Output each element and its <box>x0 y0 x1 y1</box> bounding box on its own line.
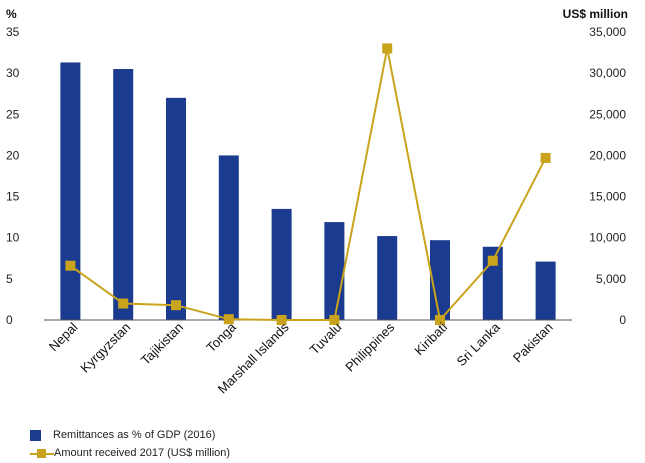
legend: Remittances as % of GDP (2016) Amount re… <box>30 426 230 462</box>
bar <box>535 261 556 320</box>
category-label: Tajikistan <box>138 320 186 368</box>
combo-chart: % US$ million 0 5 10 15 20 25 30 35 0 5,000 10,00… <box>6 7 628 397</box>
left-tick-label: 20 <box>6 148 20 162</box>
right-tick-label: 35,000 <box>589 25 626 39</box>
bar <box>60 62 81 321</box>
right-tick-label: 30,000 <box>589 66 626 80</box>
bar <box>324 222 345 320</box>
right-axis-ticks: 0 5,000 10,000 15,000 20,000 25,000 30,000 35,0… <box>589 25 626 327</box>
line-marker <box>118 298 129 309</box>
series-line <box>69 48 547 323</box>
bar <box>166 97 186 320</box>
legend-item-line: Amount received 2017 (US$ million) <box>30 444 230 462</box>
left-tick-label: 10 <box>6 231 20 245</box>
left-tick-label: 15 <box>6 190 20 204</box>
bar <box>218 155 239 320</box>
line-marker <box>65 260 76 271</box>
line-marker <box>487 255 498 266</box>
category-label: Kyrgyzstan <box>77 320 133 376</box>
legend-label-bars: Remittances as % of GDP (2016) <box>53 429 216 441</box>
category-label: Tuvalu <box>307 320 345 358</box>
category-label: Nepal <box>46 319 81 354</box>
legend-label-line: Amount received 2017 (US$ million) <box>54 447 231 459</box>
line-marker <box>171 300 181 311</box>
left-tick-label: 30 <box>6 66 20 80</box>
line-marker <box>435 315 445 325</box>
category-label: Sri Lanka <box>453 319 503 369</box>
legend-item-bars: Remittances as % of GDP (2016) <box>30 426 230 444</box>
right-tick-label: 15,000 <box>589 190 626 204</box>
line-marker <box>223 314 234 325</box>
right-axis-unit: US$ million <box>563 7 628 21</box>
line-marker <box>382 43 393 54</box>
left-tick-label: 35 <box>6 25 20 39</box>
left-tick-label: 5 <box>6 272 13 286</box>
right-tick-label: 20,000 <box>589 148 626 162</box>
line-marker <box>329 315 340 325</box>
right-tick-label: 0 <box>619 313 626 327</box>
line-marker <box>276 315 287 325</box>
bar <box>113 69 134 321</box>
category-label: Tonga <box>203 319 239 355</box>
line-marker <box>540 152 551 163</box>
right-tick-label: 10,000 <box>589 231 626 245</box>
left-axis-ticks: 0 5 10 15 20 25 30 35 <box>6 25 20 327</box>
right-tick-label: 5,000 <box>596 272 626 286</box>
left-tick-label: 25 <box>6 107 20 121</box>
right-tick-label: 25,000 <box>589 107 626 121</box>
line-series <box>65 43 551 325</box>
legend-bar-swatch <box>30 429 41 441</box>
bar <box>271 208 292 320</box>
category-label: Philippines <box>342 319 397 374</box>
category-label: Kiribati <box>411 319 450 358</box>
legend-line-swatch <box>30 448 54 459</box>
left-axis-unit: % <box>6 7 17 21</box>
bar <box>377 236 398 320</box>
category-label: Pakistan <box>510 320 556 366</box>
left-tick-label: 0 <box>6 313 13 327</box>
bar-series <box>60 62 556 321</box>
bar <box>430 240 450 320</box>
